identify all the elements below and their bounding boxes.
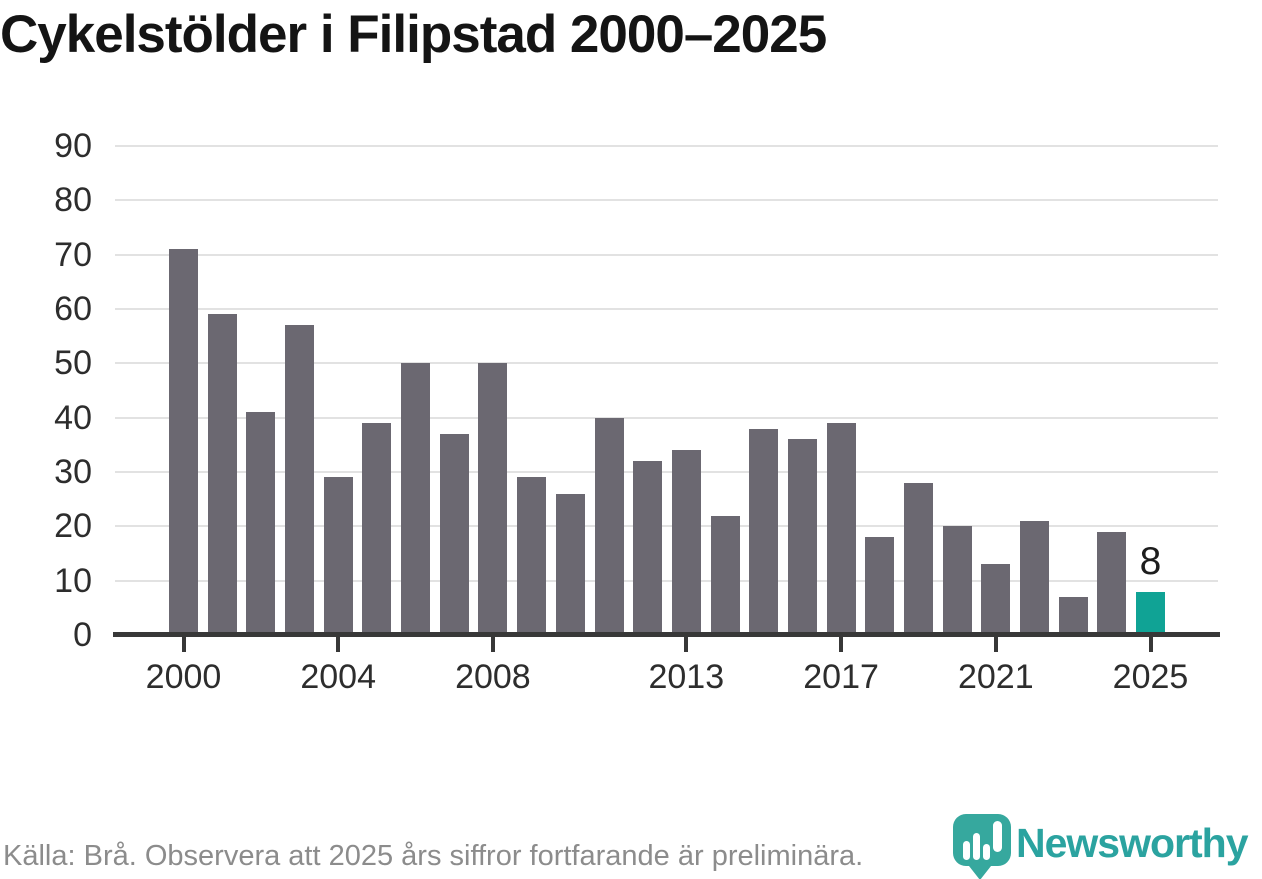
bar-2024 (1097, 531, 1127, 635)
y-axis-label: 20 (54, 507, 92, 546)
x-axis-tick (490, 637, 495, 652)
y-axis-label: 90 (54, 127, 92, 165)
bar-2019 (903, 482, 933, 635)
bar-2023 (1058, 597, 1088, 635)
bar-2001 (207, 314, 237, 635)
bar-2022 (1020, 520, 1049, 635)
gridline (115, 145, 1218, 147)
x-axis-tick (336, 637, 341, 652)
bar-2005 (362, 423, 392, 635)
source-note: Källa: Brå. Observera att 2025 års siffr… (3, 840, 864, 872)
bar-2018 (865, 537, 895, 635)
bar-2021 (981, 564, 1011, 635)
x-axis-tick (1148, 637, 1153, 652)
chart-title: Cykelstölder i Filipstad 2000–2025 (0, 5, 827, 64)
gridline (115, 525, 1218, 528)
y-axis-label: 50 (54, 344, 92, 383)
bar-2014 (710, 515, 740, 635)
gridline (115, 579, 1218, 582)
gridline (115, 362, 1218, 365)
y-axis-label: 10 (54, 561, 92, 600)
bar-2002 (246, 412, 276, 635)
x-axis-label: 2017 (803, 658, 879, 696)
bar-2025 (1136, 591, 1165, 635)
bar-2007 (439, 434, 469, 635)
y-axis-label: 70 (54, 235, 92, 274)
y-axis-label: 60 (54, 290, 92, 328)
y-axis-label: 0 (73, 616, 92, 654)
x-axis-line (113, 632, 1220, 637)
bar-2016 (787, 439, 817, 635)
bar-2015 (749, 428, 779, 635)
x-axis-label: 2004 (300, 658, 376, 696)
bar-2017 (826, 423, 856, 635)
gridline (115, 253, 1218, 256)
bar-2012 (633, 461, 663, 635)
x-axis-label: 2021 (957, 658, 1034, 696)
bar-2008 (478, 363, 508, 635)
x-axis-label: 2008 (455, 658, 531, 696)
bar-2009 (517, 477, 547, 635)
newsworthy-bubble-barchart-icon (953, 814, 1011, 879)
y-axis-label: 40 (54, 398, 92, 437)
bar-2006 (401, 363, 431, 635)
bar-2011 (594, 417, 624, 635)
bar-2010 (555, 493, 585, 635)
x-axis-tick (181, 637, 186, 652)
gridline (115, 199, 1218, 202)
bar-2000 (169, 249, 198, 635)
bar-2020 (942, 526, 972, 635)
x-axis-label: 2025 (1112, 658, 1189, 696)
gridline (115, 308, 1218, 310)
gridline (115, 471, 1218, 473)
y-axis-label: 80 (54, 181, 92, 220)
x-axis-tick (993, 637, 998, 652)
bar-2003 (285, 325, 314, 635)
newsworthy-logo: Newsworthy (953, 814, 1262, 879)
bar-value-label: 8 (1139, 539, 1162, 583)
x-axis-label: 2000 (145, 658, 222, 696)
bar-2004 (323, 477, 353, 635)
x-axis-label: 2013 (648, 658, 725, 696)
x-axis-tick (839, 637, 844, 652)
gridline (115, 416, 1218, 419)
bar-2013 (671, 450, 701, 635)
y-axis-label: 30 (54, 453, 92, 491)
x-axis-tick (684, 637, 689, 652)
newsworthy-wordmark: Newsworthy (1016, 820, 1248, 866)
